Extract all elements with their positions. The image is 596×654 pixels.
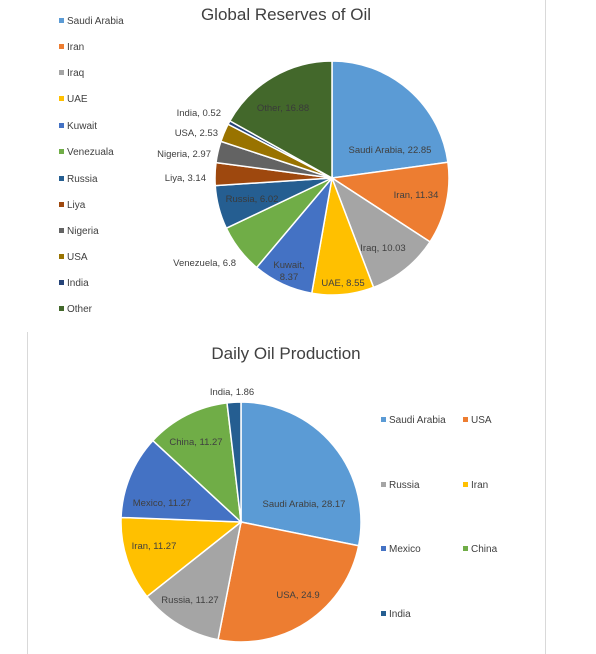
legend1-entry-liya: Liya xyxy=(67,200,86,211)
legend1-entry-kuwait: Kuwait xyxy=(67,121,97,132)
legend1-entry-saudi-arabia: Saudi Arabia xyxy=(67,16,124,27)
chart-title-production: Daily Oil Production xyxy=(211,344,361,363)
pie2-slice-iran xyxy=(120,516,244,598)
pie2-slice-russia xyxy=(145,520,243,641)
legend2-entry-saudi-arabia: Saudi Arabia xyxy=(389,415,446,426)
legend1-entry-india: India xyxy=(67,278,89,289)
legend2-swatch-saudi-arabia xyxy=(381,417,386,422)
legend1-entry-venezuala: Venezuala xyxy=(67,147,114,158)
legend1-swatch-kuwait xyxy=(59,123,64,128)
pie2-slice-usa xyxy=(217,521,360,643)
legend2-entry-india: India xyxy=(389,609,411,620)
legend1-entry-usa: USA xyxy=(67,252,88,263)
legend1-swatch-iran xyxy=(59,44,64,49)
pie1-label-liya: Liya, 3.14 xyxy=(165,173,206,184)
legend1-swatch-venezuala xyxy=(59,149,64,154)
legend1-swatch-uae xyxy=(59,96,64,101)
pie2-label-russia: Russia, 11.27 xyxy=(161,595,218,606)
pie1-label-india: India, 0.52 xyxy=(177,108,221,119)
pie1-label-iran: Iran, 11.34 xyxy=(394,190,439,201)
pie1-label-venezuala: Venezuela, 6.8 xyxy=(173,258,236,269)
legend1-entry-uae: UAE xyxy=(67,94,88,105)
legend1-swatch-india xyxy=(59,280,64,285)
legend1-entry-iran: Iran xyxy=(67,42,84,53)
pie1-slice-iran xyxy=(329,161,450,243)
panel-divider xyxy=(27,332,28,654)
legend2-swatch-mexico xyxy=(381,546,386,551)
pie2-slice-saudi-arabia xyxy=(240,401,362,547)
pie1-label-uae: UAE, 8.55 xyxy=(321,278,364,289)
legend2-swatch-usa xyxy=(463,417,468,422)
pie2-slice-india xyxy=(226,401,242,523)
legend1-swatch-liya xyxy=(59,202,64,207)
legend2-swatch-china xyxy=(463,546,468,551)
pie2-slice-mexico xyxy=(120,439,243,523)
legend2-entry-russia: Russia xyxy=(389,480,420,491)
pie1-slice-other xyxy=(228,60,333,180)
pie2-label-iran: Iran, 11.27 xyxy=(132,541,177,552)
legend1-swatch-iraq xyxy=(59,70,64,75)
legend2-entry-mexico: Mexico xyxy=(389,544,421,555)
legend1-swatch-saudi-arabia xyxy=(59,18,64,23)
legend2-entry-usa: USA xyxy=(471,415,492,426)
pie2-label-mexico: Mexico, 11.27 xyxy=(133,498,191,509)
pie1-label-usa: USA, 2.53 xyxy=(175,128,218,139)
legend2-swatch-iran xyxy=(463,482,468,487)
pie1-label-iraq: Iraq, 10.03 xyxy=(360,243,405,254)
pie2-label-china: China, 11.27 xyxy=(169,437,222,448)
pie2-label-usa: USA, 24.9 xyxy=(276,590,319,601)
pie1-label-russia: Russia, 6.02 xyxy=(226,194,279,205)
chart-title-reserves: Global Reserves of Oil xyxy=(200,5,372,24)
pie2-slice-china xyxy=(151,401,242,524)
legend2-swatch-russia xyxy=(381,482,386,487)
legend1-entry-other: Other xyxy=(67,304,93,315)
legend1-entry-iraq: Iraq xyxy=(67,68,84,79)
pie1-label-kuwait: Kuwait, 8.37 xyxy=(273,260,304,283)
legend2-entry-iran: Iran xyxy=(471,480,488,491)
legend1-swatch-nigeria xyxy=(59,228,64,233)
pie2-label-saudi-arabia: Saudi Arabia, 28.17 xyxy=(263,499,346,510)
legend1-swatch-usa xyxy=(59,254,64,259)
legend1-entry-nigeria: Nigeria xyxy=(67,226,99,237)
pie1-slice-iraq xyxy=(330,176,432,289)
legend1-entry-russia: Russia xyxy=(67,174,98,185)
pie2-label-india: India, 1.86 xyxy=(210,387,254,398)
legend2-entry-china: China xyxy=(471,544,498,555)
pie1-label-nigeria: Nigeria, 2.97 xyxy=(157,149,211,160)
legend1-swatch-russia xyxy=(59,176,64,181)
pie1-label-other: Other, 16.88 xyxy=(257,103,309,114)
pie1-label-saudi-arabia: Saudi Arabia, 22.85 xyxy=(349,145,432,156)
pie1-slice-saudi-arabia xyxy=(331,60,449,179)
legend1-swatch-other xyxy=(59,306,64,311)
legend2-swatch-india xyxy=(381,611,386,616)
